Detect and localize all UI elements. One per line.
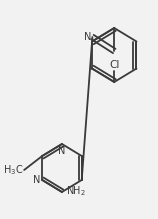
Text: Cl: Cl (109, 60, 119, 70)
Text: N: N (84, 32, 91, 42)
Text: H$_3$C: H$_3$C (3, 163, 23, 177)
Text: N: N (58, 146, 66, 156)
Text: NH$_2$: NH$_2$ (66, 184, 86, 198)
Text: N: N (33, 175, 40, 185)
